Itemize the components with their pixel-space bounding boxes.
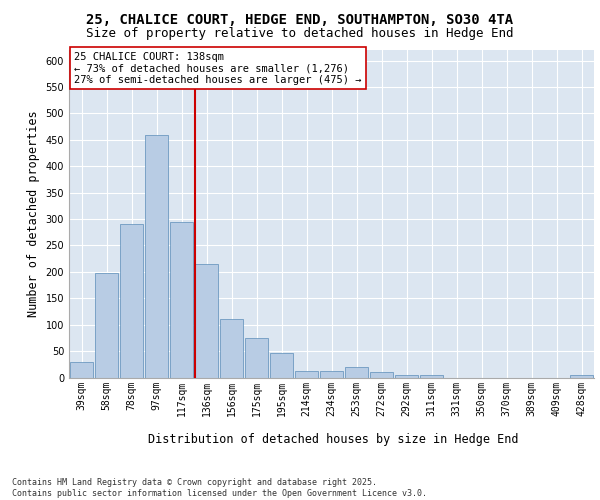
- Bar: [95, 274, 118, 378]
- Y-axis label: Number of detached properties: Number of detached properties: [27, 110, 40, 317]
- Bar: [395, 375, 418, 378]
- Bar: [70, 362, 93, 378]
- Text: 25, CHALICE COURT, HEDGE END, SOUTHAMPTON, SO30 4TA: 25, CHALICE COURT, HEDGE END, SOUTHAMPTO…: [86, 12, 514, 26]
- Bar: [220, 320, 243, 378]
- Text: Contains HM Land Registry data © Crown copyright and database right 2025.
Contai: Contains HM Land Registry data © Crown c…: [12, 478, 427, 498]
- Text: Size of property relative to detached houses in Hedge End: Size of property relative to detached ho…: [86, 28, 514, 40]
- Bar: [270, 352, 293, 378]
- Bar: [170, 222, 193, 378]
- Bar: [370, 372, 393, 378]
- Bar: [195, 264, 218, 378]
- Bar: [570, 375, 593, 378]
- Bar: [145, 134, 168, 378]
- Text: 25 CHALICE COURT: 138sqm
← 73% of detached houses are smaller (1,276)
27% of sem: 25 CHALICE COURT: 138sqm ← 73% of detach…: [74, 52, 362, 85]
- Bar: [245, 338, 268, 378]
- Bar: [320, 371, 343, 378]
- Bar: [345, 367, 368, 378]
- Bar: [120, 224, 143, 378]
- Bar: [420, 375, 443, 378]
- Text: Distribution of detached houses by size in Hedge End: Distribution of detached houses by size …: [148, 432, 518, 446]
- Bar: [295, 370, 318, 378]
